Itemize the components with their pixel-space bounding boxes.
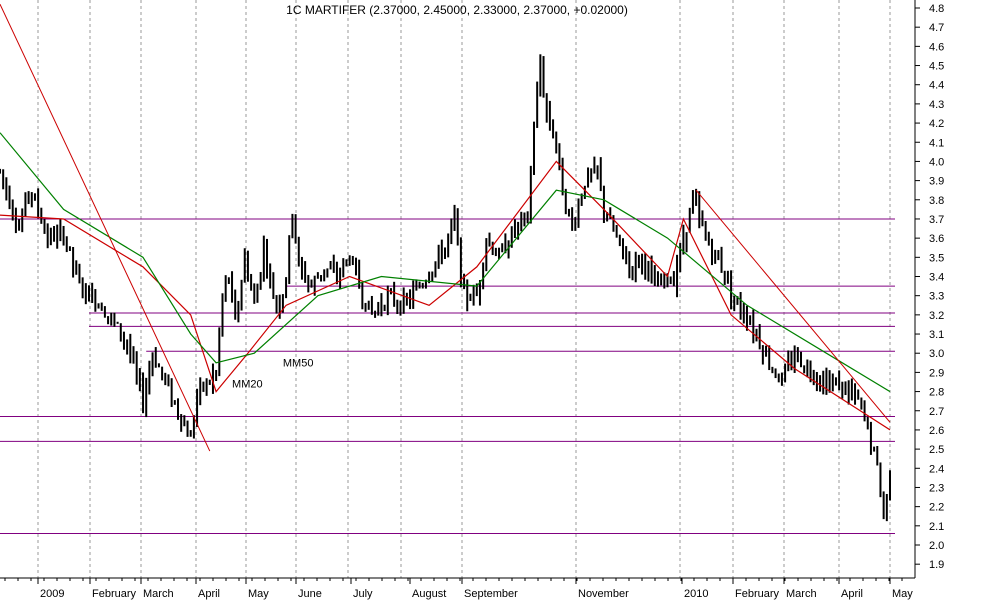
y-tick-label: 2.1 bbox=[929, 521, 944, 533]
ma50-label: MM50 bbox=[283, 358, 314, 370]
y-tick-label: 3.8 bbox=[929, 195, 944, 207]
y-tick-label: 2.8 bbox=[929, 387, 944, 399]
y-tick-label: 3.2 bbox=[929, 310, 944, 322]
y-tick-label: 4.7 bbox=[929, 22, 944, 34]
y-tick-label: 3.5 bbox=[929, 252, 944, 264]
moving-averages bbox=[0, 132, 891, 431]
x-tick-label: July bbox=[353, 588, 373, 600]
y-tick-label: 2.4 bbox=[929, 463, 944, 475]
x-tick-label: March bbox=[143, 588, 174, 600]
ma50-line bbox=[0, 132, 891, 393]
trend-lines bbox=[0, 3, 891, 452]
y-tick-label: 4.1 bbox=[929, 137, 944, 149]
y-tick-label: 3.6 bbox=[929, 233, 944, 245]
y-tick-label: 3.0 bbox=[929, 348, 944, 360]
y-tick-label: 2.2 bbox=[929, 502, 944, 514]
x-tick-label: March bbox=[786, 588, 817, 600]
trend-line bbox=[695, 189, 891, 423]
y-tick-label: 3.3 bbox=[929, 291, 944, 303]
y-tick-label: 4.5 bbox=[929, 61, 944, 73]
grid bbox=[37, 0, 891, 578]
x-tick-label: 2010 bbox=[684, 588, 708, 600]
y-tick-label: 2.9 bbox=[929, 367, 944, 379]
y-tick-label: 4.0 bbox=[929, 156, 944, 168]
ma20-line bbox=[0, 160, 891, 431]
x-tick-label: February bbox=[92, 588, 137, 600]
x-tick-label: September bbox=[464, 588, 518, 600]
y-tick-label: 2.0 bbox=[929, 540, 944, 552]
y-tick-label: 3.7 bbox=[929, 214, 944, 226]
x-tick-label: May bbox=[248, 588, 269, 600]
x-tick-label: August bbox=[412, 588, 446, 600]
y-tick-label: 2.6 bbox=[929, 425, 944, 437]
x-tick-label: April bbox=[841, 588, 863, 600]
y-tick-label: 4.4 bbox=[929, 80, 944, 92]
axes: 1.9 2.0 2.1 2.2 2.3 2.4 2.5 2.6 2.7 2.8 2.9 3.0 3.1 3… bbox=[0, 0, 944, 600]
price-bars bbox=[0, 54, 891, 522]
y-tick-label: 3.1 bbox=[929, 329, 944, 341]
ma20-label: MM20 bbox=[232, 379, 263, 391]
chart-text: 1C MARTIFER (2.37000, 2.45000, 2.33000, … bbox=[232, 3, 628, 391]
y-tick-label: 2.3 bbox=[929, 482, 944, 494]
x-tick-label: June bbox=[298, 588, 322, 600]
trend-line bbox=[0, 3, 211, 452]
x-tick-label: 2009 bbox=[40, 588, 64, 600]
y-tick-label: 2.7 bbox=[929, 406, 944, 418]
y-tick-label: 4.3 bbox=[929, 99, 944, 111]
y-tick-label: 3.9 bbox=[929, 176, 944, 188]
y-tick-label: 2.5 bbox=[929, 444, 944, 456]
y-tick-label: 4.6 bbox=[929, 41, 944, 53]
y-tick-label: 1.9 bbox=[929, 559, 944, 571]
y-tick-label: 4.2 bbox=[929, 118, 944, 130]
y-tick-label: 4.8 bbox=[929, 3, 944, 15]
chart-title: 1C MARTIFER (2.37000, 2.45000, 2.33000, … bbox=[286, 3, 628, 17]
y-tick-label: 3.4 bbox=[929, 272, 944, 284]
x-tick-label: April bbox=[198, 588, 220, 600]
x-tick-label: May bbox=[892, 588, 913, 600]
x-tick-label: February bbox=[735, 588, 780, 600]
x-tick-label: November bbox=[578, 588, 629, 600]
